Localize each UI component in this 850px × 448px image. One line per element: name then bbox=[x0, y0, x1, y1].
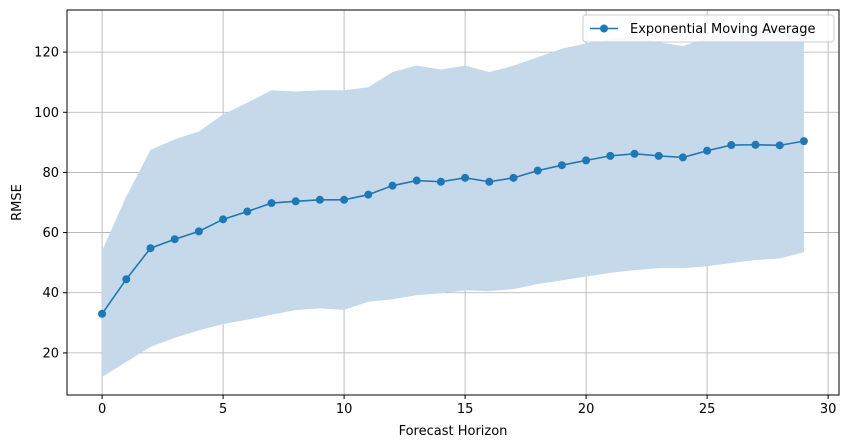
data-point bbox=[243, 207, 252, 216]
x-tick-label: 15 bbox=[457, 402, 474, 417]
data-point bbox=[727, 141, 736, 150]
x-tick-label: 30 bbox=[820, 402, 837, 417]
data-point bbox=[775, 141, 784, 150]
data-point bbox=[582, 156, 591, 165]
x-tick-label: 0 bbox=[98, 402, 106, 417]
x-axis-ticks: 0 5 10 15 20 25 30 bbox=[98, 395, 836, 417]
data-point bbox=[461, 173, 470, 182]
x-axis-title: Forecast Horizon bbox=[399, 424, 508, 439]
legend-label: Exponential Moving Average bbox=[630, 22, 816, 37]
data-point bbox=[678, 153, 687, 162]
data-point bbox=[122, 275, 131, 284]
plot-frame bbox=[66, 9, 840, 396]
data-point bbox=[533, 166, 542, 175]
data-point bbox=[340, 195, 349, 204]
data-point bbox=[436, 177, 445, 186]
data-point bbox=[557, 161, 566, 170]
y-tick-label: 80 bbox=[42, 166, 59, 181]
series-line bbox=[101, 140, 805, 315]
y-tick-label: 100 bbox=[34, 106, 59, 121]
y-tick-label: 40 bbox=[42, 286, 59, 301]
data-point bbox=[146, 244, 155, 253]
data-point bbox=[509, 173, 518, 182]
y-tick-label: 20 bbox=[42, 346, 59, 361]
data-point bbox=[98, 309, 107, 318]
data-point bbox=[654, 151, 663, 160]
legend-box bbox=[582, 14, 835, 43]
data-point bbox=[630, 149, 639, 158]
x-tick-label: 25 bbox=[699, 402, 716, 417]
data-point bbox=[703, 146, 712, 155]
data-point bbox=[291, 197, 300, 206]
data-point bbox=[194, 227, 203, 236]
confidence-band bbox=[102, 29, 804, 377]
data-point bbox=[751, 140, 760, 149]
x-tick-label: 5 bbox=[219, 402, 227, 417]
x-tick-label: 10 bbox=[336, 402, 353, 417]
data-point bbox=[799, 137, 808, 146]
legend: Exponential Moving Average bbox=[582, 14, 835, 43]
y-axis-ticks: 20 40 60 80 100 120 bbox=[34, 46, 67, 361]
x-tick-label: 20 bbox=[578, 402, 595, 417]
data-point bbox=[388, 181, 397, 190]
data-point bbox=[364, 190, 373, 199]
legend-marker-swatch bbox=[600, 24, 608, 33]
data-point bbox=[170, 235, 179, 244]
y-tick-label: 120 bbox=[34, 46, 59, 61]
data-point bbox=[412, 176, 421, 185]
series-markers bbox=[98, 137, 808, 318]
data-point bbox=[485, 177, 494, 186]
data-point bbox=[315, 195, 324, 204]
y-axis-title: RMSE bbox=[10, 184, 25, 221]
y-tick-label: 60 bbox=[42, 226, 59, 241]
data-point bbox=[606, 151, 615, 160]
data-point bbox=[267, 199, 276, 208]
data-point bbox=[219, 215, 228, 224]
